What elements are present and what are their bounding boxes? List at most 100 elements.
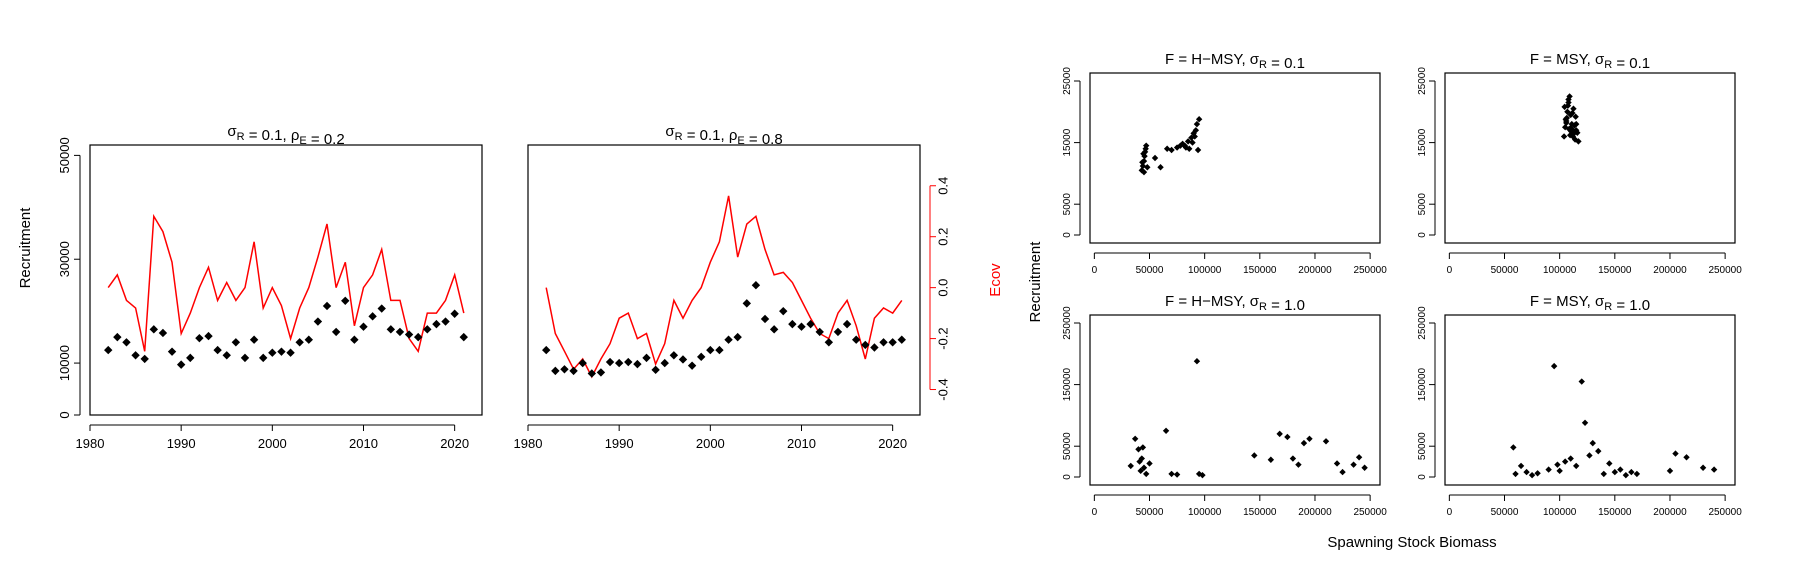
scatter-point — [1157, 164, 1164, 171]
scatter-point — [1190, 130, 1197, 137]
scatter-point — [1146, 460, 1153, 467]
scatter-point — [1510, 444, 1517, 451]
recruitment-point — [131, 351, 140, 360]
title-subscript: R — [1604, 59, 1612, 71]
recruitment-point — [231, 338, 241, 347]
scatter-point — [1179, 140, 1186, 148]
recruitment-point — [304, 335, 313, 344]
panel-rho-0.8: σR = 0.1, ρE = 0.8 1980 1990 2000 2010 2020 -0… — [514, 123, 951, 451]
scatter-point — [1570, 105, 1577, 112]
x-tick-label: 200000 — [1298, 507, 1332, 518]
scatter-point — [1568, 128, 1575, 135]
recruitment-point — [651, 365, 660, 375]
recruitment-point — [295, 338, 304, 347]
scatter-point — [1550, 362, 1558, 370]
grid-x-axis-label: Spawning Stock Biomass — [1327, 534, 1496, 551]
recruitment-point — [158, 328, 168, 338]
recruitment-point — [350, 335, 359, 344]
recruitment-point — [551, 366, 560, 376]
recruitment-point — [851, 335, 861, 344]
y-tick-label: 25000 — [1417, 67, 1428, 95]
panel-title: σR = 0.1, ρE = 0.8 — [665, 123, 782, 148]
scatter-point — [1306, 435, 1313, 443]
scatter-point — [1628, 468, 1635, 476]
recruitment-point — [870, 343, 879, 352]
scatter-point — [1173, 471, 1181, 478]
scatter-point — [1300, 439, 1308, 447]
scatter-point — [1284, 433, 1291, 441]
x-tick-label: 2010 — [349, 436, 378, 451]
title-text: = 1.0 — [1612, 297, 1650, 314]
title-subscript: R — [237, 131, 245, 143]
recruitment-point — [386, 325, 396, 334]
recruitment-point — [240, 353, 250, 363]
recruitment-point — [715, 345, 724, 355]
title-text: = 0.2 — [307, 131, 345, 148]
y-tick-label: 50000 — [1062, 432, 1073, 460]
recruitment-point — [797, 322, 806, 331]
scatter-point — [1177, 142, 1184, 149]
scatter-point — [1295, 461, 1302, 468]
recruitment-point — [359, 322, 368, 331]
scatter-point — [1289, 455, 1297, 462]
scatter-point — [1545, 466, 1552, 473]
scatter-point — [1523, 468, 1530, 476]
y-tick-label: 250000 — [1417, 306, 1428, 340]
plot-frame — [1089, 72, 1381, 244]
y-tick-label: 0 — [1417, 232, 1428, 238]
recruitment-point — [769, 325, 779, 334]
scatter-point — [1191, 133, 1198, 140]
plot-frame — [1089, 314, 1381, 486]
x-tick-label: 200000 — [1298, 265, 1332, 276]
x-tick-label: 150000 — [1243, 507, 1277, 518]
scatter-point — [1528, 471, 1536, 479]
x-tick-label: 150000 — [1598, 507, 1632, 518]
recruitment-point — [697, 352, 706, 362]
recruitment-point — [760, 314, 770, 324]
x-tick-label: 2020 — [878, 436, 907, 451]
scatter-point — [1699, 464, 1707, 471]
x-tick-label: 1980 — [514, 436, 543, 451]
title-subscript: R — [1259, 59, 1267, 71]
recruitment-point — [897, 335, 906, 344]
recruitment-point — [331, 327, 341, 337]
recruitment-point — [167, 347, 177, 356]
recruitment-point — [706, 345, 715, 355]
scatter-point — [1168, 146, 1175, 154]
scatter-point — [1181, 142, 1189, 149]
recruitment-point — [605, 357, 615, 367]
scatter-point — [1140, 464, 1148, 471]
scatter-point — [1142, 470, 1150, 478]
scatter-point — [1138, 455, 1145, 462]
scatter-point — [1600, 470, 1607, 478]
scatter-point — [1560, 133, 1568, 140]
ecov-tick-label: 0.4 — [936, 177, 951, 195]
scatter-point — [1617, 466, 1624, 473]
ecov-tick-label: -0.2 — [936, 327, 951, 349]
recruitment-point — [669, 351, 679, 360]
recruitment-point — [322, 301, 332, 311]
panel-title: F = H−MSY, σR = 1.0 — [1165, 293, 1305, 314]
scatter-point — [1276, 430, 1283, 438]
x-tick-label: 100000 — [1543, 265, 1577, 276]
recruitment-point — [724, 335, 733, 344]
scatter-point — [1140, 168, 1148, 176]
scatter-point — [1571, 122, 1578, 129]
scatter-point — [1512, 470, 1519, 478]
x-tick-label: 0 — [1092, 265, 1098, 276]
scatter-point — [1534, 470, 1541, 477]
scatter-point — [1162, 427, 1170, 434]
x-tick-label: 1990 — [605, 436, 634, 451]
left-y-axis-label: Recruitment — [17, 207, 34, 289]
scatter-point — [1565, 96, 1572, 103]
recruitment-point — [815, 327, 824, 337]
scatter-point — [1573, 462, 1580, 470]
scatter-point — [1135, 446, 1142, 453]
recruitment-point — [733, 332, 742, 342]
y-tick-label: 25000 — [1062, 67, 1073, 95]
scatter-point — [1144, 164, 1151, 171]
recruitment-point — [186, 353, 195, 363]
scatter-point — [1581, 419, 1589, 426]
title-text: F = MSY, σ — [1530, 293, 1605, 310]
scatter-point — [1578, 378, 1585, 385]
